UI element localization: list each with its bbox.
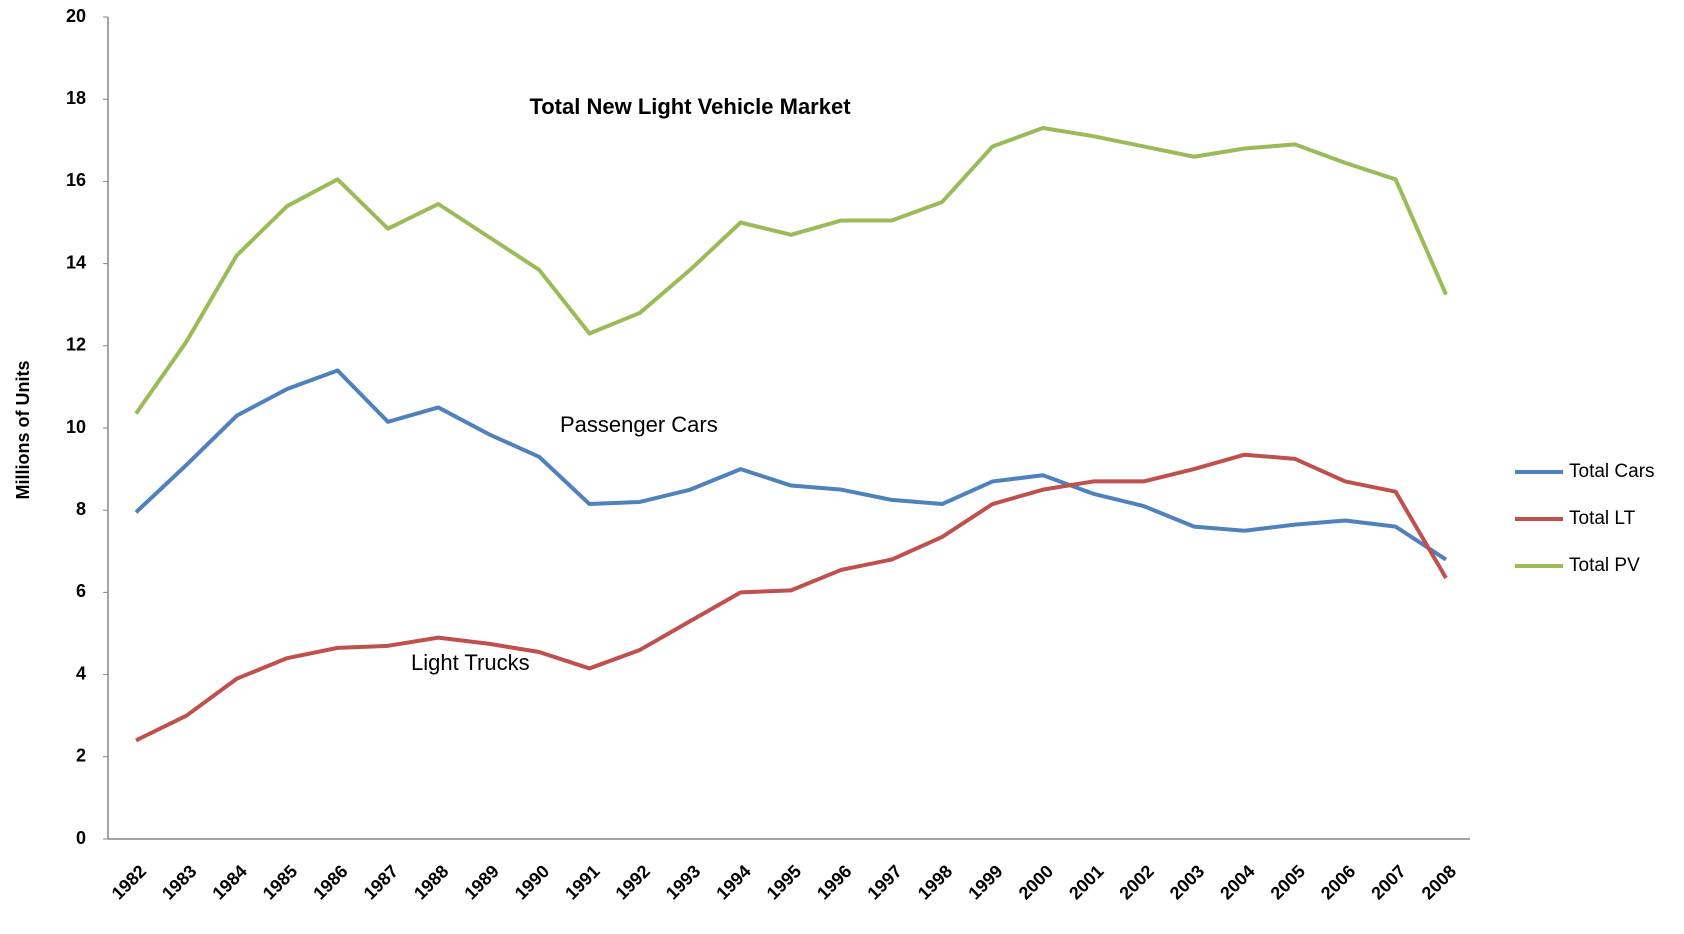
y-tick-label: 6 <box>76 581 86 601</box>
x-tick-label: 1997 <box>863 861 905 903</box>
x-tick-label: 1998 <box>914 861 956 903</box>
y-tick-label: 14 <box>66 252 86 272</box>
annotation: Total New Light Vehicle Market <box>529 94 851 119</box>
x-tick-label: 1987 <box>360 861 402 903</box>
x-tick-label: 2000 <box>1015 861 1057 903</box>
x-tick-label: 1983 <box>158 861 200 903</box>
y-tick-label: 18 <box>66 88 86 108</box>
y-tick-label: 12 <box>66 335 86 355</box>
x-tick-label: 1994 <box>712 861 754 903</box>
x-tick-label: 1982 <box>108 861 150 903</box>
x-tick-label: 2005 <box>1267 861 1309 903</box>
x-tick-label: 2001 <box>1065 861 1107 903</box>
annotation: Passenger Cars <box>560 412 718 437</box>
line-series <box>135 452 1448 743</box>
x-tick-label: 2007 <box>1367 861 1409 903</box>
x-tick-label: 1984 <box>208 861 250 903</box>
y-tick-label: 4 <box>76 663 86 683</box>
x-tick-label: 1995 <box>763 861 805 903</box>
annotation: Light Trucks <box>411 650 530 675</box>
y-tick-label: 16 <box>66 170 86 190</box>
x-tick-label: 1992 <box>612 861 654 903</box>
legend-label: Total LT <box>1569 508 1636 529</box>
x-tick-label: 1999 <box>964 861 1006 903</box>
line-series <box>134 125 1448 415</box>
y-tick-label: 0 <box>76 828 86 848</box>
x-tick-label: 1985 <box>259 861 301 903</box>
line-series <box>134 368 1448 562</box>
x-tick-label: 1991 <box>561 861 603 903</box>
x-tick-label: 2004 <box>1216 861 1258 903</box>
x-tick-label: 1988 <box>410 861 452 903</box>
x-tick-label: 2006 <box>1317 861 1359 903</box>
legend-label: Total PV <box>1569 555 1640 576</box>
y-axis-label: Millions of Units <box>13 361 33 500</box>
y-tick-label: 20 <box>66 6 86 26</box>
x-tick-label: 1990 <box>511 861 553 903</box>
x-tick-label: 2008 <box>1418 861 1460 903</box>
x-tick-label: 1986 <box>309 861 351 903</box>
y-tick-label: 10 <box>66 417 86 437</box>
x-tick-label: 1989 <box>460 861 502 903</box>
x-tick-label: 1996 <box>813 861 855 903</box>
legend-label: Total Cars <box>1569 461 1655 482</box>
x-tick-label: 1993 <box>662 861 704 903</box>
x-tick-label: 2002 <box>1115 861 1157 903</box>
x-tick-label: 2003 <box>1166 861 1208 903</box>
y-tick-label: 8 <box>76 499 86 519</box>
y-tick-label: 2 <box>76 746 86 766</box>
